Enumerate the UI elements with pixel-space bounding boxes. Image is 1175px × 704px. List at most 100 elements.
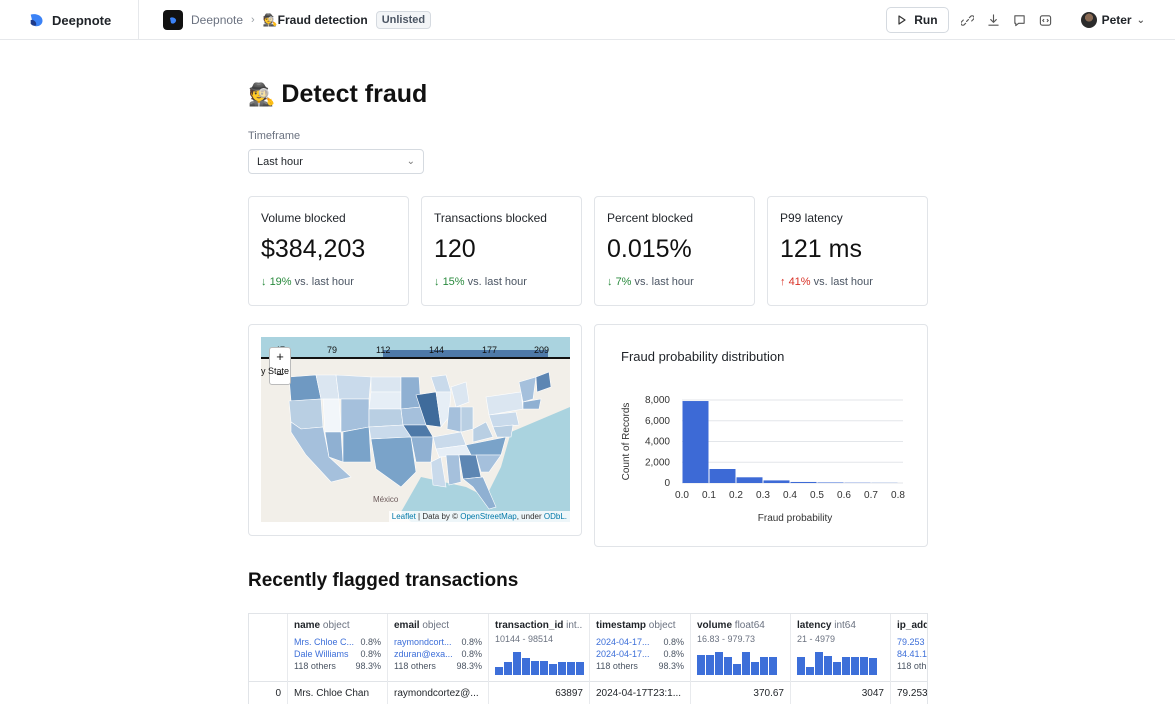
- download-icon[interactable]: [987, 13, 1001, 27]
- y-tick-label: 4,000: [645, 437, 670, 448]
- leaflet-link[interactable]: Leaflet: [391, 512, 416, 521]
- topbar-divider: [138, 0, 139, 40]
- zoom-in-button[interactable]: +: [276, 349, 284, 364]
- kpi-percent-blocked: Percent blocked 0.015% ↓ 7% vs. last hou…: [594, 196, 755, 306]
- toolbar: Run Peter ⌄: [886, 0, 1145, 40]
- breadcrumb-workspace[interactable]: Deepnote: [191, 13, 244, 27]
- column-name[interactable]: name object Mrs. Chloe C... 0.8% Dale Wil…: [288, 614, 388, 704]
- y-tick-label: 0: [664, 478, 670, 489]
- top-value[interactable]: 2024-04-17...: [596, 649, 650, 659]
- visibility-badge[interactable]: Unlisted: [375, 11, 432, 29]
- breadcrumb-project[interactable]: 🕵️Fraud detection: [263, 13, 368, 27]
- project-name: Fraud detection: [277, 13, 368, 27]
- mini-histogram-bar: [860, 657, 868, 675]
- mini-histogram-bar: [842, 657, 850, 675]
- mini-histogram-bar: [549, 664, 557, 675]
- mini-histogram-bar: [824, 656, 832, 675]
- y-axis-label: Count of Records: [621, 403, 632, 481]
- column-volume[interactable]: volume float64 16.83 - 979.73 370.67: [691, 614, 791, 704]
- mini-histogram-bar: [833, 662, 841, 675]
- column-timestamp[interactable]: timestamp object 2024-04-17... 0.8% 2024-…: [590, 614, 691, 704]
- run-button[interactable]: Run: [886, 7, 949, 33]
- top-bar: Deepnote Deepnote › 🕵️Fraud detection Un…: [0, 0, 1175, 40]
- column-transaction-id[interactable]: transaction_id int... 10144 - 98514 6389…: [489, 614, 590, 704]
- page-title-text: Detect fraud: [281, 80, 428, 108]
- column-header[interactable]: name object: [294, 620, 350, 631]
- embed-icon[interactable]: [1039, 13, 1053, 27]
- value-range: 21 - 4979: [797, 634, 836, 644]
- mini-histogram-bar: [769, 657, 777, 675]
- y-tick-label: 8,000: [645, 395, 670, 406]
- mini-histogram-bar: [504, 662, 512, 675]
- deepnote-logo[interactable]: Deepnote: [28, 0, 111, 40]
- osm-link[interactable]: OpenStreetMap: [460, 512, 517, 521]
- column-ip-address[interactable]: ip_add 79.253 84.41.1 118 oth 79.253: [891, 614, 928, 704]
- zoom-control: + −: [269, 347, 291, 385]
- kpi-transactions-blocked: Transactions blocked 120 ↓ 15% vs. last …: [421, 196, 582, 306]
- kpi-label: Transactions blocked: [434, 211, 547, 225]
- value-range: 10144 - 98514: [495, 634, 554, 644]
- choropleth-map[interactable]: 47 79 112 144 177 209 + − y State México…: [261, 337, 570, 522]
- mini-histogram-bar: [567, 662, 575, 675]
- kpi-volume-blocked: Volume blocked $384,203 ↓ 19% vs. last h…: [248, 196, 409, 306]
- column-header[interactable]: ip_add: [897, 620, 928, 631]
- mini-histogram-bar: [706, 655, 714, 675]
- column-header[interactable]: timestamp object: [596, 620, 676, 631]
- mini-histogram-bar: [495, 667, 503, 675]
- comment-icon[interactable]: [1013, 13, 1027, 27]
- legend-tick: 144: [429, 345, 445, 355]
- chart-title: Fraud probability distribution: [621, 349, 785, 364]
- x-tick-label: 0.1: [702, 490, 716, 501]
- top-value[interactable]: 84.41.1: [897, 649, 928, 659]
- table-cell: raymondcortez@...: [388, 681, 488, 704]
- column-email[interactable]: email object raymondcort... 0.8% zduran@e…: [388, 614, 489, 704]
- delta-down: ↓ 19%: [261, 276, 292, 288]
- detective-emoji: 🕵️: [248, 81, 276, 107]
- legend-tick: 112: [376, 345, 391, 355]
- mini-histogram-bar: [851, 657, 859, 675]
- legend-tick: 177: [482, 345, 498, 355]
- mini-histogram: [797, 651, 877, 675]
- link-icon[interactable]: [961, 13, 975, 27]
- table-cell: 3047: [791, 681, 890, 704]
- mini-histogram-bar: [576, 662, 584, 675]
- mini-histogram-bar: [558, 662, 566, 675]
- top-value[interactable]: zduran@exa...: [394, 649, 453, 659]
- table-cell: Mrs. Chloe Chan: [288, 681, 387, 704]
- x-tick-label: 0.0: [675, 490, 689, 501]
- odbl-link[interactable]: ODbL.: [543, 512, 567, 521]
- mini-histogram-bar: [751, 662, 759, 675]
- kpi-label: Volume blocked: [261, 211, 346, 225]
- mini-histogram-bar: [760, 657, 768, 675]
- column-header[interactable]: email object: [394, 620, 450, 631]
- top-value[interactable]: Mrs. Chloe C...: [294, 637, 355, 647]
- kpi-value: 121 ms: [780, 235, 862, 263]
- zoom-out-button[interactable]: −: [276, 367, 284, 382]
- deepnote-logo-icon: [30, 14, 43, 27]
- table-cell: 2024-04-17T23:1...: [590, 681, 690, 704]
- timeframe-select[interactable]: Last hour ⌄: [248, 149, 424, 174]
- mini-histogram-bar: [724, 657, 732, 675]
- mini-histogram-bar: [815, 652, 823, 675]
- user-menu[interactable]: Peter ⌄: [1080, 12, 1145, 28]
- column-header[interactable]: latency int64: [797, 620, 856, 631]
- top-value[interactable]: Dale Williams: [294, 649, 349, 659]
- mini-histogram-bar: [522, 658, 530, 675]
- delta-up: ↑ 41%: [780, 276, 811, 288]
- user-name: Peter: [1101, 13, 1132, 27]
- kpi-value: $384,203: [261, 235, 366, 263]
- column-latency[interactable]: latency int64 21 - 4979 3047: [791, 614, 891, 704]
- top-value[interactable]: 2024-04-17...: [596, 637, 650, 647]
- mini-histogram-bar: [806, 667, 814, 675]
- x-tick-label: 0.7: [864, 490, 878, 501]
- top-value[interactable]: 79.253: [897, 637, 925, 647]
- mini-histogram-bar: [742, 652, 750, 675]
- workspace-icon[interactable]: [163, 10, 183, 30]
- column-header[interactable]: transaction_id int...: [495, 620, 583, 631]
- x-axis-label: Fraud probability: [758, 513, 832, 524]
- top-value[interactable]: raymondcort...: [394, 637, 452, 647]
- y-tick-label: 6,000: [645, 416, 670, 427]
- section-title: Recently flagged transactions: [248, 570, 519, 591]
- column-header[interactable]: volume float64: [697, 620, 765, 631]
- avatar: [1080, 12, 1097, 28]
